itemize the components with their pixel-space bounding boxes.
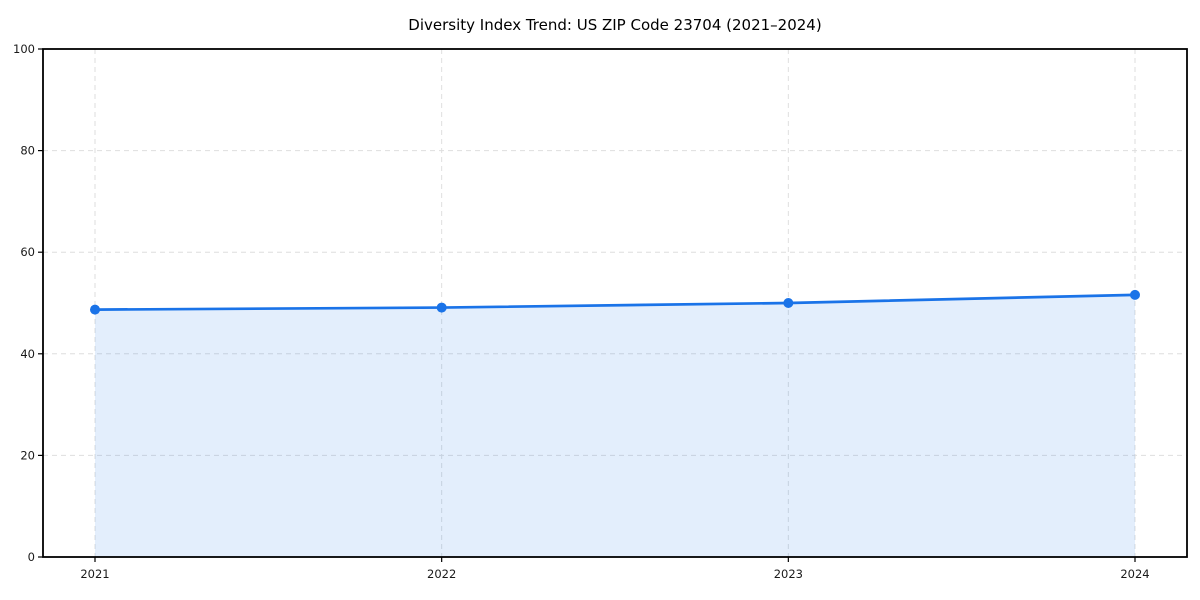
y-tick-label: 40 <box>20 347 35 361</box>
x-tick-label: 2024 <box>1120 567 1149 581</box>
data-point-2023 <box>783 298 794 308</box>
x-tick-label: 2023 <box>774 567 803 581</box>
x-tick-label: 2022 <box>427 567 456 581</box>
y-tick-label: 20 <box>20 448 35 462</box>
y-tick-label: 60 <box>20 245 35 259</box>
y-tick-label: 0 <box>28 550 35 564</box>
data-point-2024 <box>1130 289 1140 300</box>
data-point-2022 <box>436 302 447 313</box>
x-tick-label: 2021 <box>80 567 109 581</box>
y-tick-label: 100 <box>13 42 35 56</box>
y-tick-label: 80 <box>20 144 35 158</box>
area-fill <box>95 294 1135 557</box>
trend-line <box>93 293 1137 311</box>
data-point-2021 <box>90 304 100 315</box>
plot-border <box>42 48 1188 558</box>
chart-title: Diversity Index Trend: US ZIP Code 23704… <box>408 16 821 34</box>
